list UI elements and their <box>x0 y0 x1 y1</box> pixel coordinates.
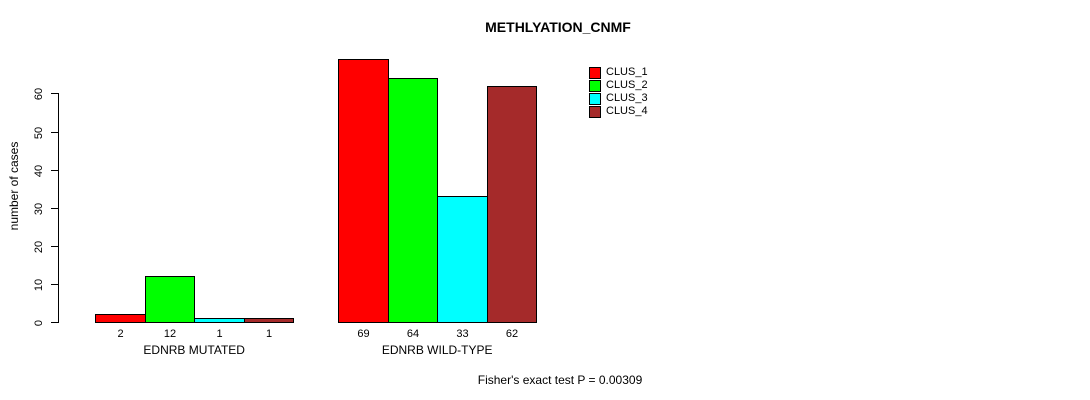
y-tick-mark <box>51 284 58 285</box>
bar-value-label: 69 <box>357 328 370 340</box>
stat-annotation: Fisher's exact test P = 0.00309 <box>477 373 643 387</box>
y-tick-mark <box>51 93 58 94</box>
legend-swatch-clus_2 <box>589 80 601 92</box>
y-tick-mark <box>51 208 58 209</box>
category-label: EDNRB MUTATED <box>143 343 245 357</box>
y-tick-mark <box>51 246 58 247</box>
y-tick-label: 40 <box>33 164 45 177</box>
bar-clus_4-2 <box>487 86 537 323</box>
bar-value-label: 2 <box>117 328 124 340</box>
y-tick-mark <box>51 170 58 171</box>
bar-clus_1-2 <box>338 59 389 323</box>
y-tick-label: 50 <box>33 126 45 139</box>
bar-value-label: 33 <box>456 328 469 340</box>
chart-title: METHLYATION_CNMF <box>485 19 631 35</box>
bar-clus_2-1 <box>145 276 195 323</box>
y-tick-mark <box>51 132 58 133</box>
bar-clus_4-1 <box>244 318 294 323</box>
y-axis-label: number of cases <box>7 141 21 231</box>
category-label: EDNRB WILD-TYPE <box>381 343 493 357</box>
legend-label-clus_3: CLUS_3 <box>606 92 648 104</box>
legend-label-clus_4: CLUS_4 <box>606 105 648 117</box>
bar-value-label: 1 <box>216 328 223 340</box>
bar-value-label: 12 <box>163 328 177 340</box>
y-tick-label: 60 <box>33 87 45 100</box>
legend-label-clus_2: CLUS_2 <box>606 79 648 91</box>
bar-value-label: 64 <box>406 328 420 340</box>
y-tick-label: 30 <box>33 202 45 215</box>
y-tick-label: 20 <box>33 240 45 253</box>
bar-clus_2-2 <box>388 78 438 323</box>
legend-swatch-clus_4 <box>589 106 601 118</box>
bar-clus_3-2 <box>437 196 488 323</box>
bar-value-label: 1 <box>265 328 273 340</box>
legend-swatch-clus_3 <box>589 93 601 105</box>
y-tick-label: 10 <box>33 278 45 291</box>
y-axis-line <box>58 93 59 323</box>
y-tick-label: 0 <box>33 319 45 326</box>
bar-clus_1-1 <box>95 314 146 323</box>
legend-swatch-clus_1 <box>589 67 601 79</box>
bar-value-label: 62 <box>505 328 519 340</box>
legend-label-clus_1: CLUS_1 <box>606 66 648 78</box>
bar-clus_3-1 <box>194 318 245 323</box>
y-tick-mark <box>51 322 58 323</box>
